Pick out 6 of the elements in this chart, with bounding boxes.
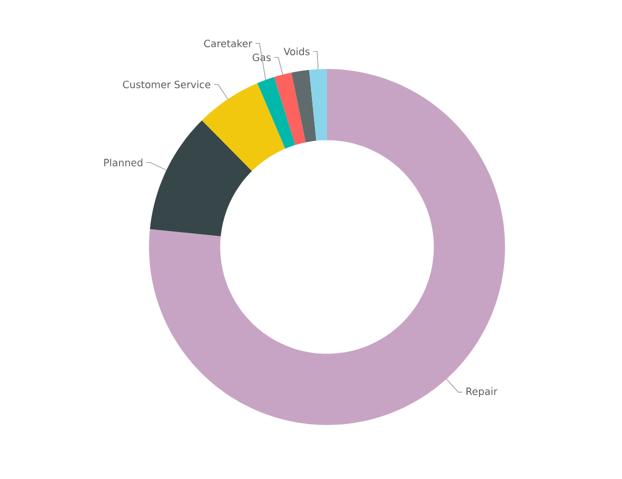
slice-label: Customer Service xyxy=(122,80,210,88)
slice-label: Repair xyxy=(466,387,498,398)
slice-label: Gas xyxy=(252,54,271,62)
slice-label: Caretaker xyxy=(204,40,252,48)
slice-label: Planned xyxy=(104,158,142,166)
slice-label: Voids xyxy=(284,48,310,56)
